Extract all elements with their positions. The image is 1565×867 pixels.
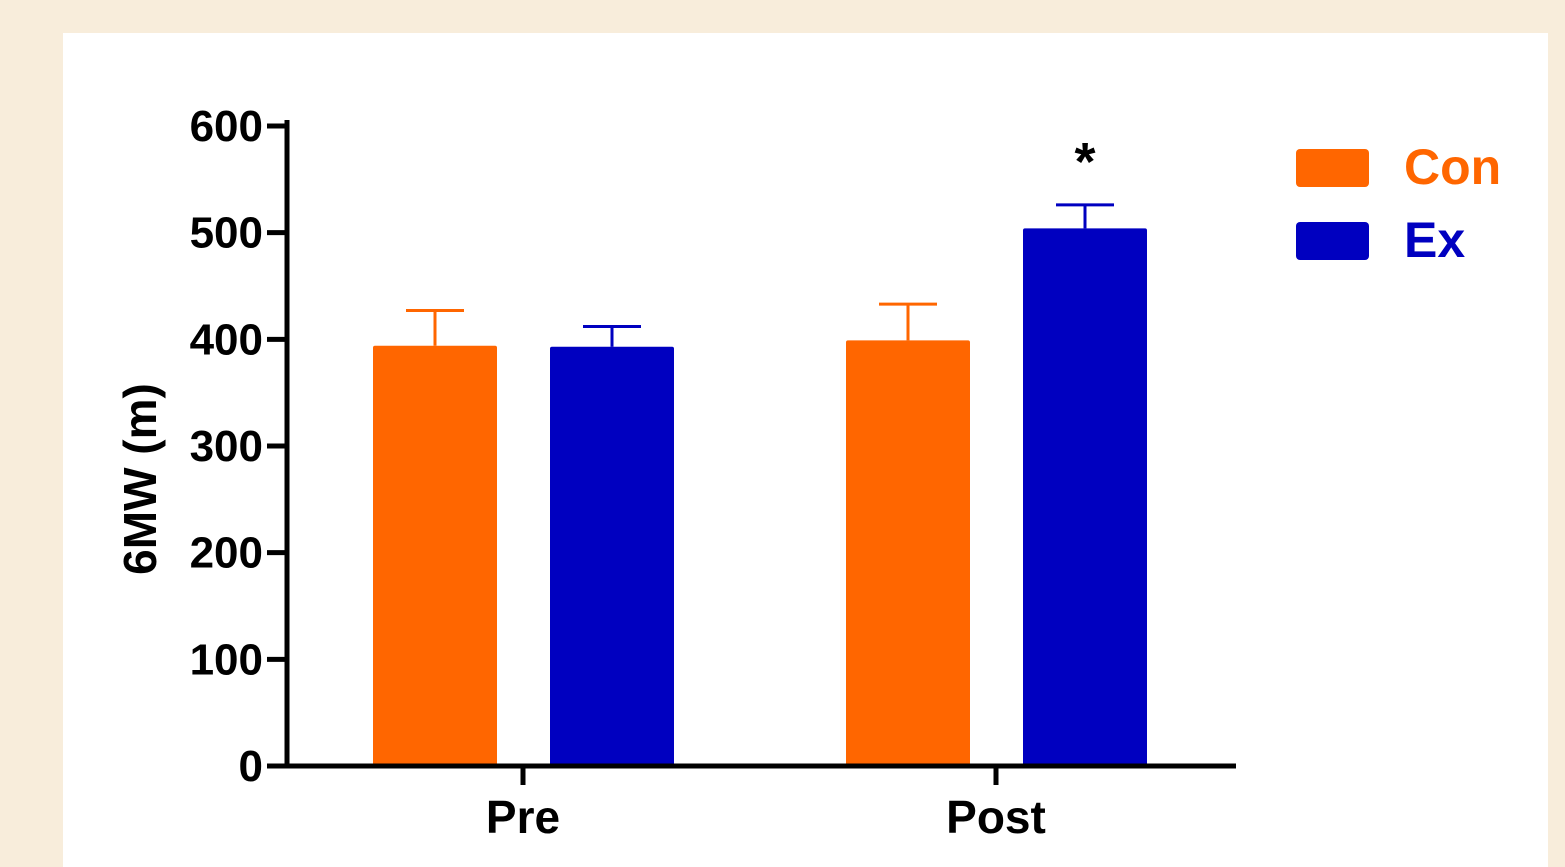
annotations-layer: * — [1074, 132, 1095, 192]
bar-con-post — [846, 340, 970, 766]
legend-swatch-ex — [1296, 222, 1369, 260]
y-tick-label-100: 100 — [190, 635, 263, 684]
y-tick-label-200: 200 — [190, 529, 263, 578]
chart-panel: 0 100 200 300 400 500 600 Pre Post 6MW (m) Con E… — [63, 33, 1548, 867]
bar-ex-post — [1023, 228, 1147, 766]
bar-chart: 0 100 200 300 400 500 600 Pre Post 6MW (m) Con E… — [114, 102, 1501, 843]
y-tick-label-600: 600 — [190, 102, 263, 151]
significance-asterisk: * — [1074, 132, 1095, 192]
legend: Con Ex — [1296, 139, 1501, 268]
legend-label-con: Con — [1404, 139, 1501, 195]
y-axis-label: 6MW (m) — [114, 383, 166, 575]
y-ticks-layer: 0 100 200 300 400 500 600 — [190, 102, 287, 791]
bars-layer — [373, 228, 1147, 766]
x-tick-label-pre: Pre — [486, 791, 560, 843]
x-ticks-layer: Pre Post — [486, 766, 1046, 843]
y-tick-label-0: 0 — [239, 742, 263, 791]
bar-con-pre — [373, 345, 497, 766]
y-tick-label-500: 500 — [190, 209, 263, 258]
error-bars-layer — [406, 203, 1114, 347]
y-tick-label-400: 400 — [190, 315, 263, 364]
legend-label-ex: Ex — [1404, 212, 1465, 268]
legend-swatch-con — [1296, 149, 1369, 187]
x-tick-label-post: Post — [946, 791, 1046, 843]
y-tick-label-300: 300 — [190, 422, 263, 471]
bar-ex-pre — [550, 346, 674, 766]
